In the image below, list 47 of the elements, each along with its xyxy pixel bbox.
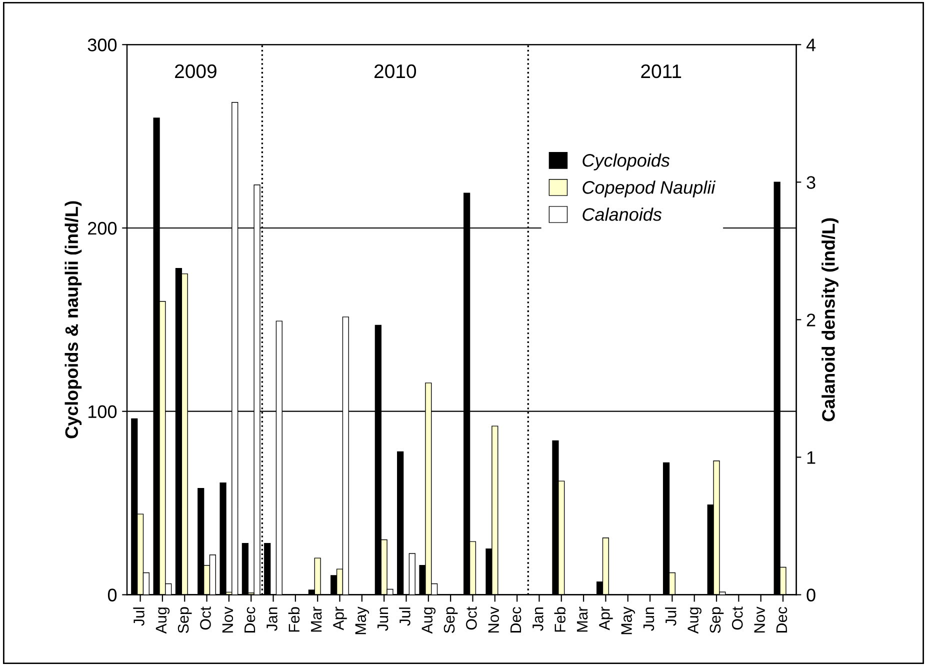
x-tick-label: Aug bbox=[688, 608, 702, 634]
annotation: 2010 bbox=[374, 64, 416, 78]
annotation: 2011 bbox=[641, 64, 682, 78]
x-tick-label: Jul bbox=[133, 608, 144, 626]
x-tick-label: Oct bbox=[200, 606, 211, 630]
x-tick-label: Apr bbox=[333, 606, 347, 630]
x-tick-label: Mar bbox=[311, 606, 322, 632]
x-tick-label: Apr bbox=[599, 606, 613, 630]
x-tick-label: Jul bbox=[399, 608, 410, 626]
y2-tick-label: 3 bbox=[806, 176, 816, 189]
x-tick-label: Jun bbox=[378, 608, 388, 631]
y2-tick-label: 2 bbox=[806, 314, 816, 326]
x-tick-label: Jan bbox=[266, 608, 278, 631]
annotation: 2009 bbox=[175, 64, 216, 78]
y-tick-label: 300 bbox=[88, 38, 117, 52]
y2-tick-label: 1 bbox=[807, 451, 816, 464]
x-tick-label: Dec bbox=[776, 606, 788, 632]
x-tick-label: Mar bbox=[576, 606, 588, 632]
x-tick-label: Nov bbox=[488, 606, 499, 632]
x-tick-label: Feb bbox=[554, 607, 566, 632]
legend-label: Copepod Nauplii bbox=[582, 180, 716, 198]
y-tick-label: 100 bbox=[88, 405, 117, 418]
x-tick-label: Sep bbox=[178, 607, 192, 634]
x-tick-label: Aug bbox=[422, 608, 436, 634]
x-tick-label: Dec bbox=[244, 606, 256, 632]
y-tick-label: 0 bbox=[108, 588, 117, 602]
x-tick-label: Sep bbox=[710, 607, 724, 634]
legend-label: Cyclopoids bbox=[582, 154, 670, 170]
x-tick-label: May bbox=[621, 606, 635, 634]
x-tick-label: Jun bbox=[643, 608, 654, 631]
x-tick-label: Jan bbox=[532, 608, 544, 631]
x-tick-label: Nov bbox=[222, 606, 234, 632]
x-tick-label: Jul bbox=[665, 608, 676, 626]
x-tick-label: Oct bbox=[466, 606, 477, 630]
y-axis-title: Cyclopoids & nauplii (ind/L) bbox=[64, 201, 82, 438]
x-tick-label: Sep bbox=[444, 607, 458, 634]
x-tick-label: May bbox=[355, 606, 370, 634]
x-tick-label: Aug bbox=[156, 608, 170, 634]
x-tick-label: Feb bbox=[288, 607, 300, 632]
y2-tick-label: 0 bbox=[806, 588, 816, 602]
y2-axis-title: Calanoid density (ind/L) bbox=[822, 218, 838, 422]
x-tick-label: Nov bbox=[754, 606, 765, 632]
y2-tick-label: 4 bbox=[806, 38, 816, 52]
x-tick-label: Oct bbox=[732, 606, 743, 630]
x-tick-label: Dec bbox=[510, 606, 522, 632]
y-tick-label: 200 bbox=[88, 222, 117, 235]
legend-label: Calanoids bbox=[582, 208, 662, 221]
